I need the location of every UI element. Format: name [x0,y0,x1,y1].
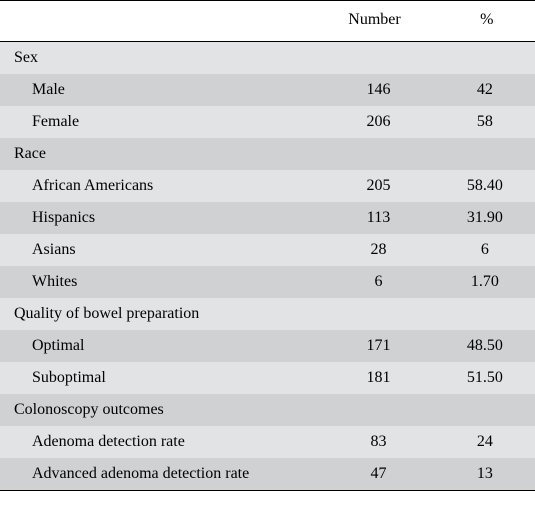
section-label: Race [0,138,535,170]
table-row: Whites61.70 [0,266,535,298]
row-label: Whites [0,266,310,298]
row-number: 146 [310,74,438,106]
row-percent: 58 [439,106,535,138]
table-row: Asians286 [0,234,535,266]
row-number: 113 [310,202,438,234]
row-percent: 1.70 [439,266,535,298]
row-number: 28 [310,234,438,266]
row-label: Adenoma detection rate [0,426,310,458]
col-header-percent: % [439,1,535,42]
row-number: 6 [310,266,438,298]
row-percent: 31.90 [439,202,535,234]
row-label: African Americans [0,170,310,202]
row-percent: 13 [439,458,535,491]
row-percent: 48.50 [439,330,535,362]
col-header-number: Number [310,1,438,42]
table-row: Hispanics11331.90 [0,202,535,234]
table-row: Adenoma detection rate8324 [0,426,535,458]
row-label: Male [0,74,310,106]
table-body: SexMale14642Female20658RaceAfrican Ameri… [0,42,535,491]
table-row: African Americans20558.40 [0,170,535,202]
table-row: Male14642 [0,74,535,106]
table-row: Optimal17148.50 [0,330,535,362]
row-number: 206 [310,106,438,138]
row-percent: 51.50 [439,362,535,394]
row-label: Hispanics [0,202,310,234]
row-label: Advanced adenoma detection rate [0,458,310,491]
table-row: Female20658 [0,106,535,138]
row-label: Asians [0,234,310,266]
table-row: Sex [0,42,535,75]
table-row: Quality of bowel preparation [0,298,535,330]
row-label: Optimal [0,330,310,362]
row-label: Suboptimal [0,362,310,394]
row-percent: 42 [439,74,535,106]
row-percent: 58.40 [439,170,535,202]
row-number: 47 [310,458,438,491]
row-number: 205 [310,170,438,202]
table-row: Suboptimal18151.50 [0,362,535,394]
section-label: Quality of bowel preparation [0,298,535,330]
header-row: Number % [0,1,535,42]
col-header-label [0,1,310,42]
row-percent: 24 [439,426,535,458]
row-label: Female [0,106,310,138]
row-number: 181 [310,362,438,394]
section-label: Colonoscopy outcomes [0,394,535,426]
row-number: 83 [310,426,438,458]
row-percent: 6 [439,234,535,266]
table-row: Race [0,138,535,170]
table-row: Advanced adenoma detection rate4713 [0,458,535,491]
table-container: Number % SexMale14642Female20658RaceAfri… [0,0,535,491]
data-table: Number % SexMale14642Female20658RaceAfri… [0,0,535,491]
row-number: 171 [310,330,438,362]
table-row: Colonoscopy outcomes [0,394,535,426]
section-label: Sex [0,42,535,75]
